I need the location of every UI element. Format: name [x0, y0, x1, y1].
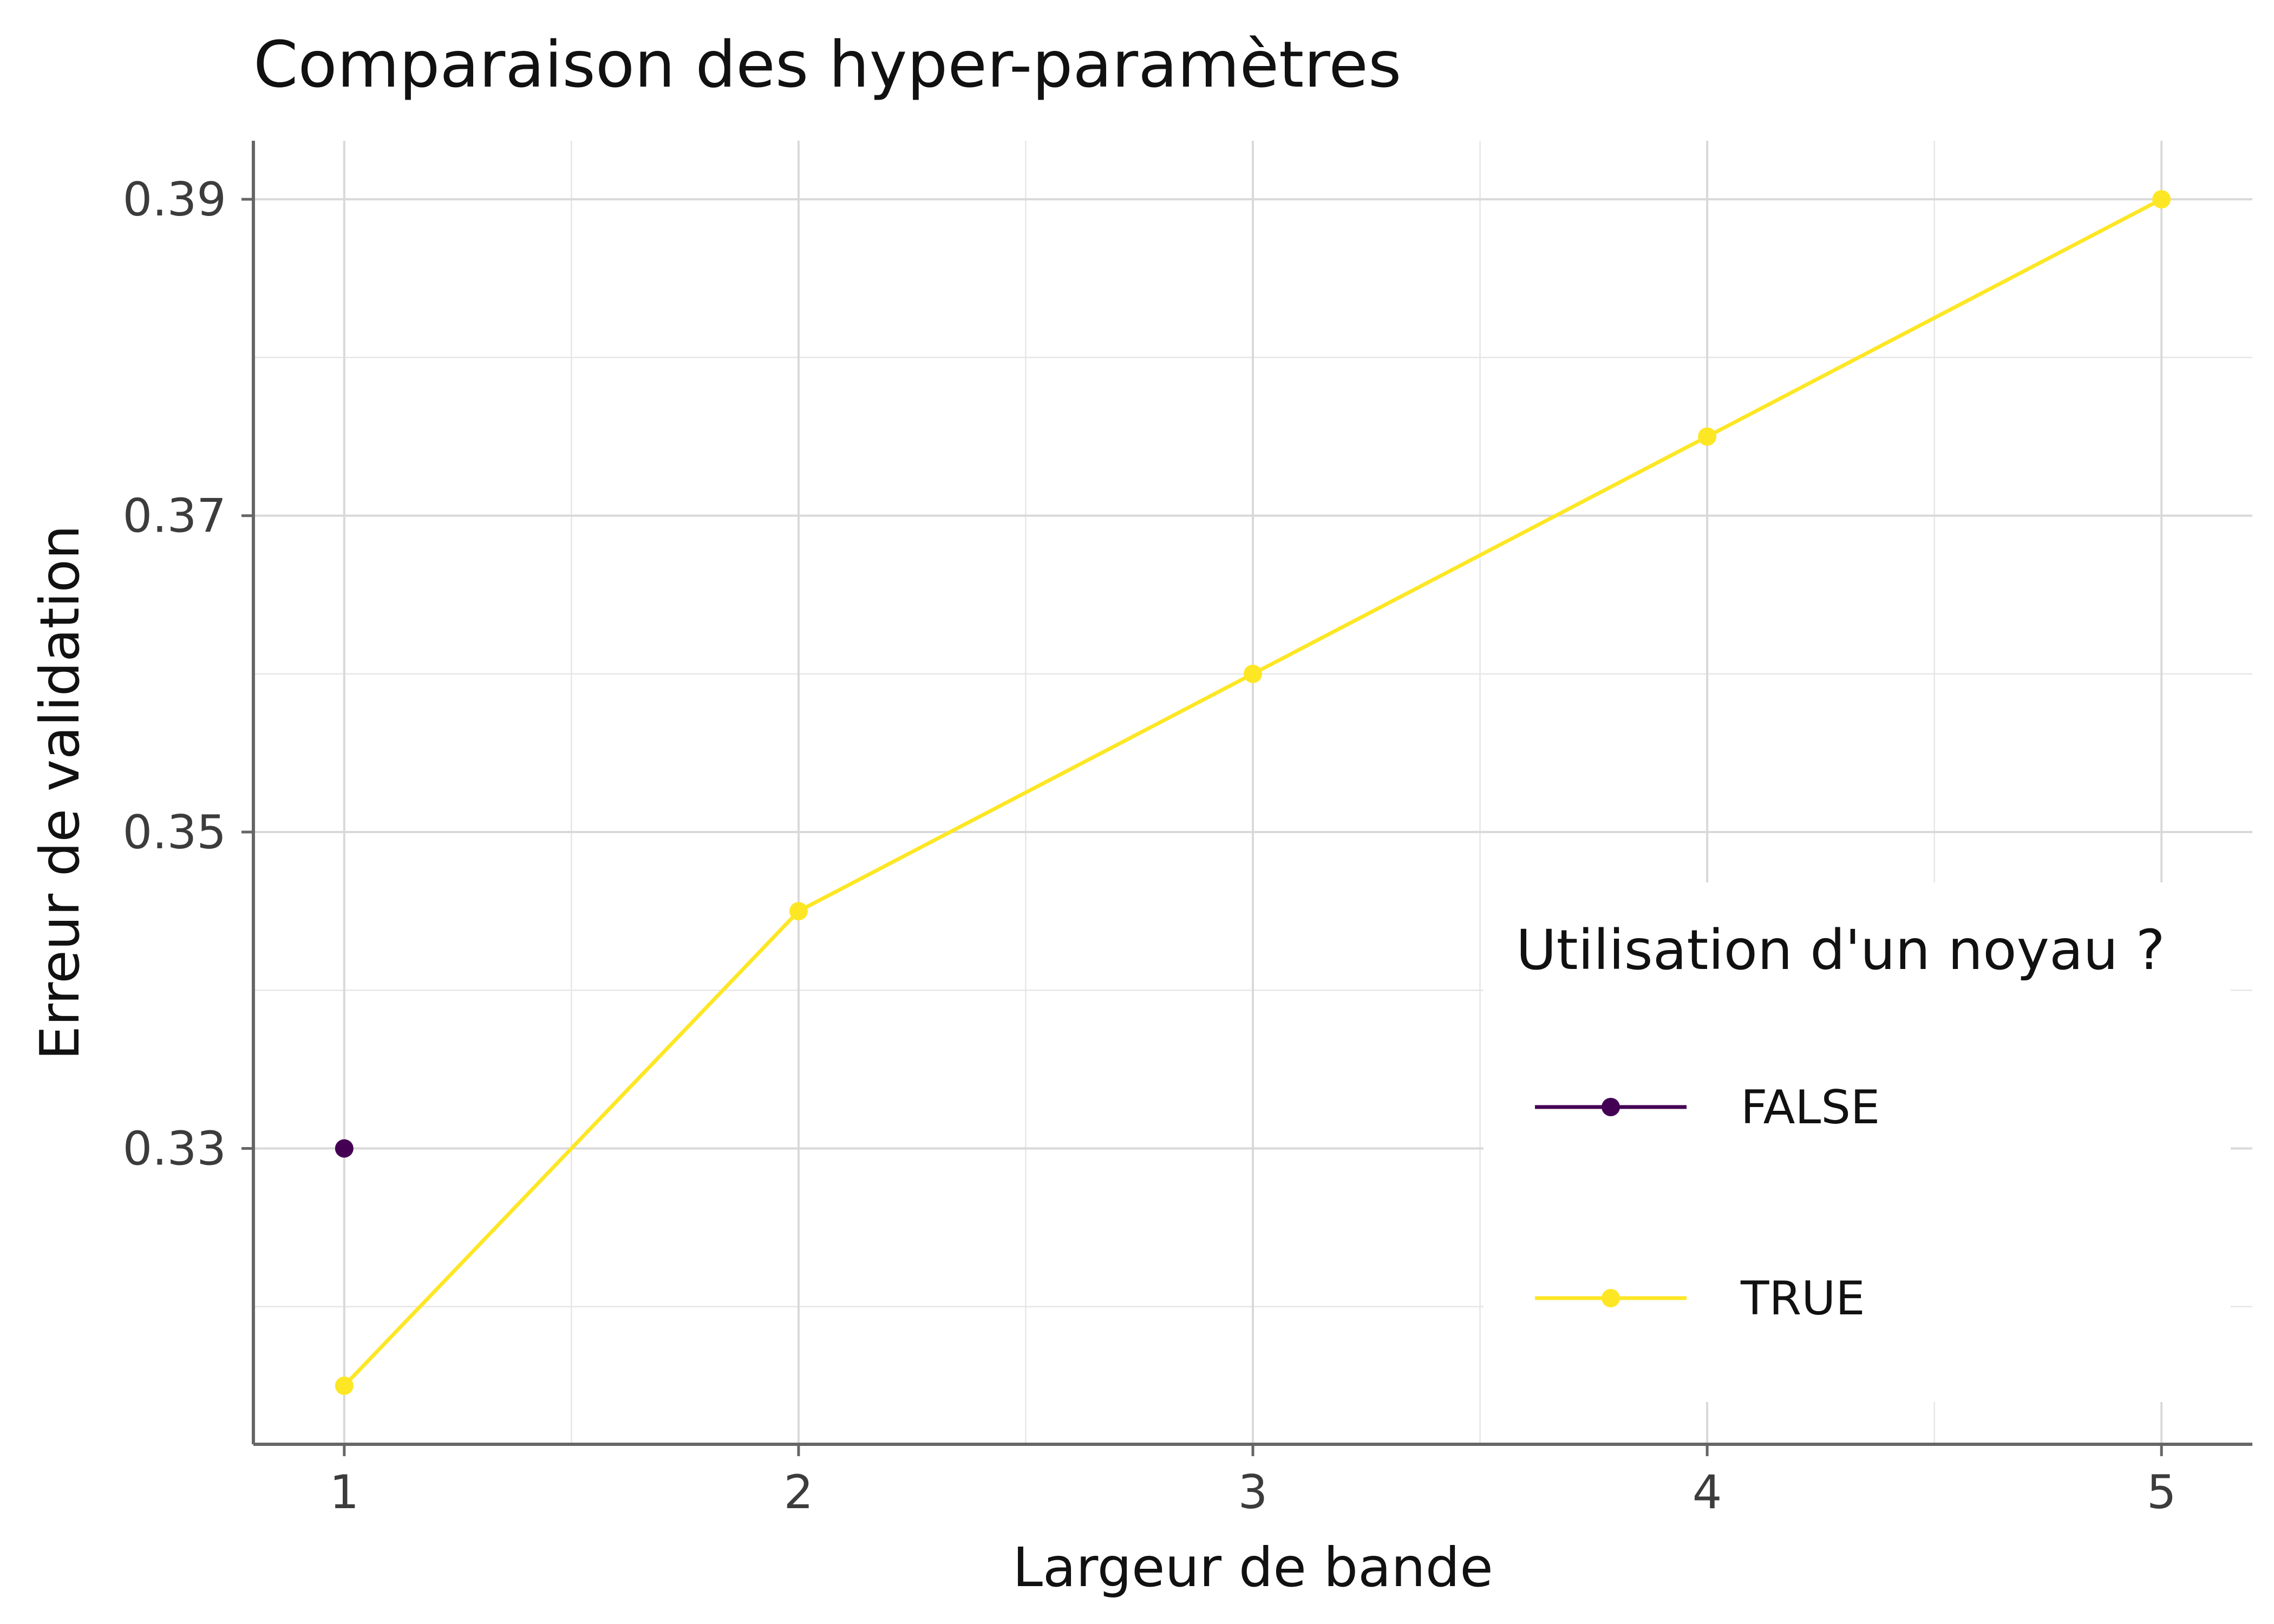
y-axis-ticks: 0.33 0.35 0.37 0.39 — [123, 173, 253, 1176]
series-false — [335, 1139, 354, 1158]
x-axis-label: Largeur de bande — [1012, 1536, 1493, 1599]
y-tick-label: 0.39 — [123, 173, 226, 227]
legend-item-true: TRUE — [1535, 1272, 1865, 1326]
legend-label: TRUE — [1740, 1272, 1865, 1326]
series-true — [335, 190, 2171, 1395]
data-point — [2152, 190, 2171, 209]
data-point — [789, 902, 808, 921]
legend-key-point — [1602, 1098, 1620, 1116]
x-tick-label: 1 — [329, 1465, 359, 1520]
data-point — [335, 1376, 354, 1395]
legend-key-point — [1602, 1289, 1620, 1307]
x-tick-label: 5 — [2147, 1465, 2177, 1520]
legend-items: FALSE TRUE — [1535, 1081, 1880, 1326]
y-tick-label: 0.35 — [123, 806, 226, 860]
y-axis-label: Erreur de validation — [28, 525, 92, 1060]
y-tick-label: 0.33 — [123, 1122, 226, 1176]
x-tick-label: 2 — [784, 1465, 814, 1520]
x-tick-label: 3 — [1238, 1465, 1268, 1520]
series-layer — [335, 190, 2171, 1395]
chart-title: Comparaison des hyper-paramètres — [253, 27, 1401, 102]
y-tick-label: 0.37 — [123, 489, 226, 543]
legend-background — [1484, 882, 2231, 1402]
x-tick-label: 4 — [1693, 1465, 1722, 1520]
legend-label: FALSE — [1741, 1081, 1880, 1135]
data-point — [1244, 664, 1262, 683]
x-axis-ticks: 1 2 3 4 5 — [329, 1444, 2177, 1520]
data-point — [1698, 427, 1717, 446]
legend-title: Utilisation d'un noyau ? — [1516, 918, 2165, 983]
legend-item-false: FALSE — [1535, 1081, 1880, 1135]
data-point — [335, 1139, 354, 1158]
grid — [253, 141, 2252, 1444]
legend: Utilisation d'un noyau ? FALSE TRUE — [1484, 882, 2231, 1402]
